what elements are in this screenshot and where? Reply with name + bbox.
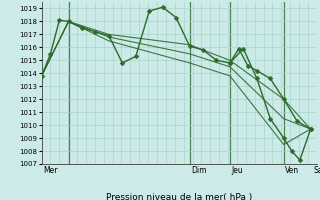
Text: Dim: Dim: [191, 166, 206, 175]
Text: Pression niveau de la mer( hPa ): Pression niveau de la mer( hPa ): [106, 193, 252, 200]
Text: Sam: Sam: [313, 166, 320, 175]
Text: Jeu: Jeu: [231, 166, 243, 175]
Text: Ven: Ven: [285, 166, 299, 175]
Text: Mer: Mer: [43, 166, 58, 175]
